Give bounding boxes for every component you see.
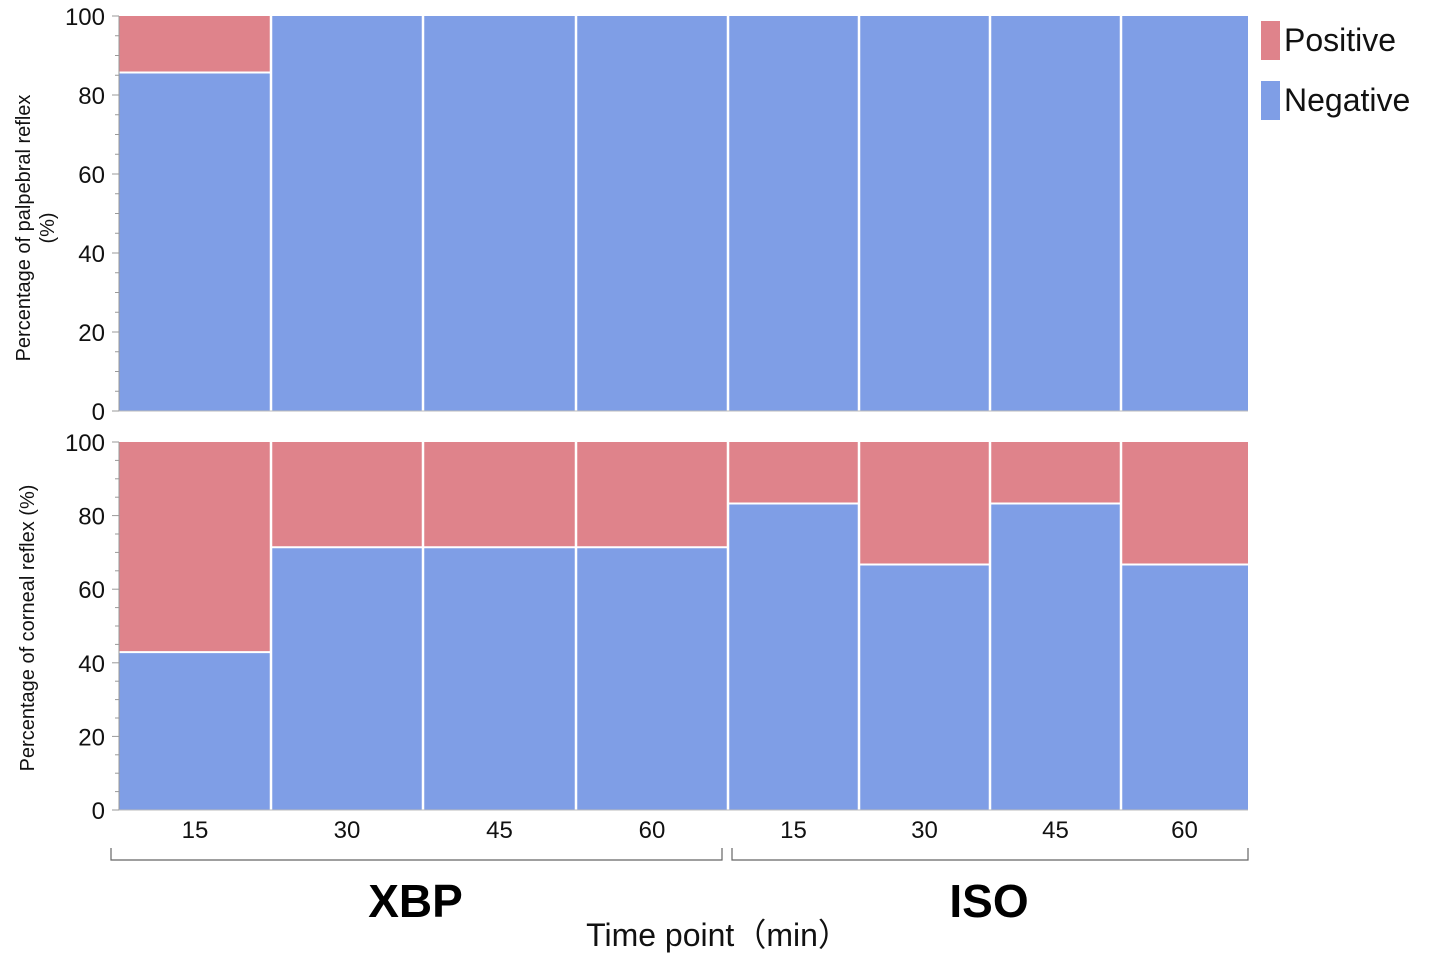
bar-negative-iso-60 — [1121, 564, 1248, 810]
bar-positive-iso-30 — [859, 442, 990, 565]
y-tick-label: 40 — [78, 241, 105, 268]
panel-bottom: 0 20 40 60 80 100 Percentage of corneal reflex… — [17, 430, 1248, 825]
bar-positive-xbp-15 — [119, 442, 271, 653]
y-tick-label: 20 — [78, 724, 105, 751]
panel-top: 0 20 40 60 80 100 Percentage of palpebral refl… — [13, 4, 1248, 426]
bar-negative-iso-45 — [990, 503, 1121, 810]
y-tick-label: 40 — [78, 651, 105, 678]
bar-negative-xbp-45 — [423, 16, 576, 411]
bar-negative-xbp-60 — [576, 547, 728, 810]
x-axis-title: Time point（min） — [586, 917, 850, 953]
y-axis-title: Percentage of corneal reflex (%) — [17, 485, 39, 772]
group-bracket — [731, 848, 1249, 861]
y-tick-label: 100 — [65, 4, 105, 31]
bar-negative-iso-30 — [859, 564, 990, 810]
x-tick-label: 15 — [780, 817, 807, 844]
legend-label-negative: Negative — [1284, 82, 1410, 118]
x-tick-label: 30 — [334, 817, 361, 844]
group-bracket — [110, 848, 723, 861]
bar-positive-xbp-45 — [423, 442, 576, 548]
legend-swatch-negative — [1261, 81, 1280, 120]
x-axis: 15 30 45 60 15 30 45 60 XBP ISO Time point（min） — [110, 817, 1249, 953]
bar-negative-iso-15 — [728, 503, 859, 810]
x-tick-label: 60 — [639, 817, 666, 844]
legend: Positive Negative — [1261, 21, 1410, 120]
x-tick-label: 45 — [1042, 817, 1069, 844]
bar-positive-iso-15 — [728, 442, 859, 504]
legend-label-positive: Positive — [1284, 22, 1396, 58]
bar-negative-xbp-30 — [271, 547, 423, 810]
bar-positive-xbp-15 — [119, 16, 271, 73]
bar-positive-xbp-30 — [271, 442, 423, 548]
bar-negative-xbp-60 — [576, 16, 728, 411]
x-tick-label: 15 — [182, 817, 209, 844]
bar-negative-xbp-15 — [119, 72, 271, 412]
bar-positive-xbp-60 — [576, 442, 728, 548]
x-tick-label: 45 — [486, 817, 513, 844]
bar-positive-iso-60 — [1121, 442, 1248, 565]
bar-negative-iso-30 — [859, 16, 990, 411]
y-tick-label: 60 — [78, 162, 105, 189]
y-tick-label: 0 — [92, 399, 105, 426]
y-tick-label: 20 — [78, 320, 105, 347]
bar-negative-iso-45 — [990, 16, 1121, 411]
bar-negative-iso-15 — [728, 16, 859, 411]
group-label: ISO — [949, 875, 1028, 927]
y-tick-label: 80 — [78, 504, 105, 531]
y-tick-label: 60 — [78, 577, 105, 604]
bar-negative-iso-60 — [1121, 16, 1248, 411]
y-tick-label: 100 — [65, 430, 105, 457]
bar-negative-xbp-30 — [271, 16, 423, 411]
group-label: XBP — [368, 875, 463, 927]
bar-negative-xbp-45 — [423, 547, 576, 810]
x-tick-label: 30 — [911, 817, 938, 844]
y-tick-label: 80 — [78, 83, 105, 110]
y-axis-title: Percentage of palpebral reflex (%) — [13, 95, 59, 362]
bar-positive-iso-45 — [990, 442, 1121, 504]
x-tick-label: 60 — [1171, 817, 1198, 844]
y-tick-label: 0 — [92, 798, 105, 825]
legend-swatch-positive — [1261, 21, 1280, 60]
bar-negative-xbp-15 — [119, 652, 271, 810]
